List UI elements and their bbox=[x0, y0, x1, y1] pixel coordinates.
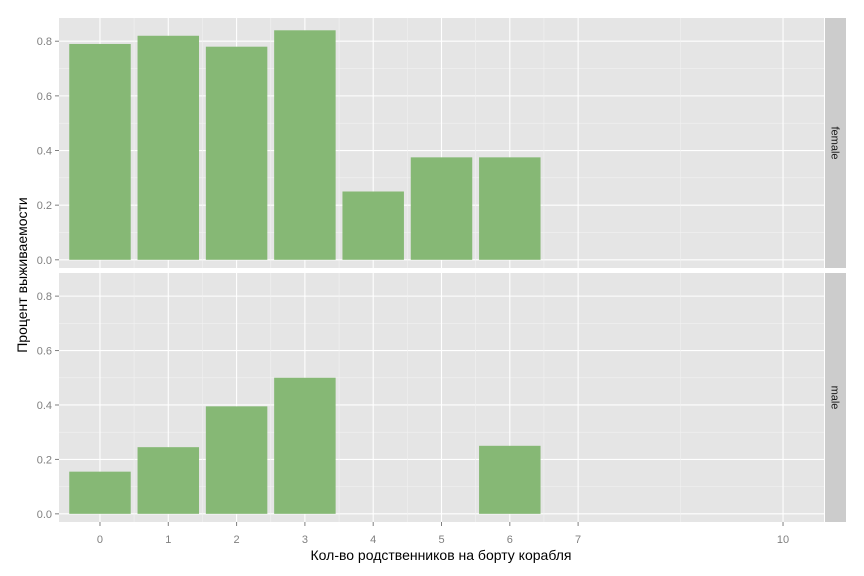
x-axis-ticks: 0 1 2 3 4 5 6 7 10 bbox=[97, 522, 789, 546]
bar-male-2 bbox=[205, 406, 268, 514]
bar-female-4 bbox=[342, 191, 404, 260]
y-tick-label: 0.0 bbox=[37, 255, 52, 267]
y-tick-label: 0.8 bbox=[37, 291, 52, 303]
bar-female-3 bbox=[274, 30, 336, 260]
x-tick-label: 10 bbox=[777, 534, 789, 546]
bar-female-6 bbox=[479, 157, 541, 260]
y-axis-title: Процент выживаемости bbox=[14, 197, 30, 353]
bar-male-3 bbox=[274, 377, 336, 514]
bar-male-6 bbox=[479, 445, 541, 514]
x-tick-label: 0 bbox=[97, 534, 103, 546]
y-tick-label: 0.4 bbox=[37, 400, 52, 412]
y-tick-label: 0.2 bbox=[37, 200, 52, 212]
bar-female-2 bbox=[205, 46, 268, 260]
facet-panel-female: 0.0 0.2 0.4 0.6 0.8 female bbox=[37, 18, 846, 268]
x-tick-label: 1 bbox=[165, 534, 171, 546]
y-tick-label: 0.8 bbox=[37, 36, 52, 48]
facet-panels: 0.0 0.2 0.4 0.6 0.8 female 0.0 0.2 0.4 0.6 0.8 male bbox=[37, 18, 846, 522]
facet-strip-female bbox=[825, 18, 846, 268]
x-tick-label: 3 bbox=[302, 534, 308, 546]
x-tick-label: 6 bbox=[507, 534, 513, 546]
bar-female-1 bbox=[137, 35, 200, 260]
facet-strip-male bbox=[825, 273, 846, 522]
facet-strip-label: male bbox=[829, 386, 841, 410]
x-tick-label: 5 bbox=[438, 534, 444, 546]
x-tick-label: 2 bbox=[234, 534, 240, 546]
bar-female-5 bbox=[410, 157, 473, 260]
facet-panel-male: 0.0 0.2 0.4 0.6 0.8 male bbox=[37, 273, 846, 522]
facet-strip-label: female bbox=[829, 126, 841, 159]
x-tick-label: 4 bbox=[370, 534, 376, 546]
bar-female-0 bbox=[69, 43, 131, 260]
y-tick-label: 0.0 bbox=[37, 509, 52, 521]
y-tick-label: 0.4 bbox=[37, 146, 52, 158]
bar-male-1 bbox=[137, 447, 200, 514]
y-tick-label: 0.6 bbox=[37, 91, 52, 103]
y-tick-label: 0.2 bbox=[37, 454, 52, 466]
x-axis-title: Кол-во родственников на борту корабля bbox=[311, 547, 572, 563]
y-tick-label: 0.6 bbox=[37, 346, 52, 358]
bar-male-0 bbox=[69, 471, 131, 514]
x-tick-label: 7 bbox=[575, 534, 581, 546]
